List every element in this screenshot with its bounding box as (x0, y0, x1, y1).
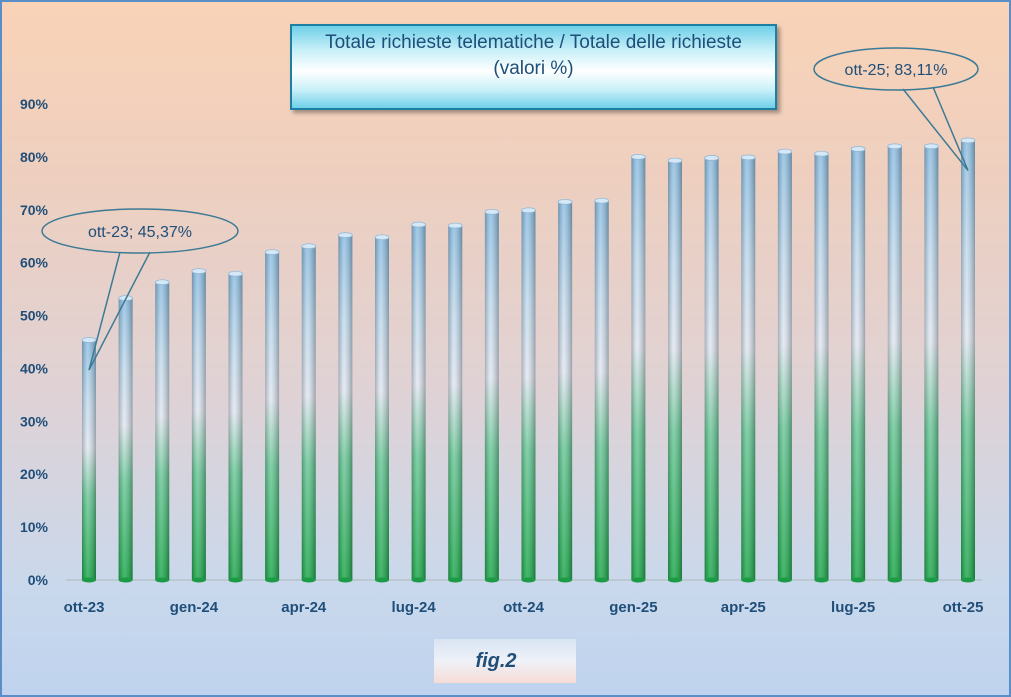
bar-feb-25 (667, 157, 683, 583)
x-tick-label: gen-25 (609, 599, 657, 616)
figure-label-box: fig.2 (434, 639, 576, 683)
x-tick-label: lug-25 (831, 599, 875, 616)
bar-lug-24 (411, 221, 427, 583)
bar-apr-24 (301, 243, 317, 583)
bar-ago-24 (447, 222, 463, 583)
bar-ott-24 (521, 207, 536, 583)
bar-dic-24 (594, 197, 610, 583)
bar-giu-24 (374, 234, 390, 583)
callout-label: ott-25; 83,11% (845, 62, 948, 79)
bar-feb-24 (228, 270, 243, 583)
y-tick-label: 30% (20, 413, 49, 429)
chart-title: Totale richieste telematiche / Totale de… (325, 32, 742, 53)
x-tick-label: ott-23 (64, 599, 105, 616)
chart-title-box: Totale richieste telematiche / Totale de… (290, 24, 777, 110)
y-tick-label: 40% (20, 360, 49, 376)
bar-mar-24 (264, 249, 280, 583)
x-tick-label: apr-24 (281, 599, 327, 616)
bar-ago-25 (887, 143, 903, 583)
bar-giu-25 (814, 150, 829, 583)
figure-label: fig.2 (475, 649, 517, 672)
bar-ott-23 (81, 337, 97, 583)
bar-mag-24 (337, 232, 353, 583)
bar-lug-25 (850, 146, 866, 583)
bar-gen-24 (191, 268, 207, 583)
x-tick-label: apr-25 (721, 599, 766, 616)
y-tick-label: 70% (20, 202, 49, 218)
y-tick-label: 60% (20, 255, 49, 271)
bar-ott-25 (960, 137, 976, 583)
x-tick-label: gen-24 (170, 599, 219, 616)
bar-nov-23 (118, 295, 134, 583)
x-tick-label: ott-25 (943, 599, 984, 616)
data-callout: ott-25; 83,11% (813, 47, 979, 171)
callout-label: ott-23; 45,37% (88, 224, 192, 241)
x-tick-label: lug-24 (392, 599, 437, 616)
y-tick-label: 10% (20, 519, 49, 535)
bar-set-25 (923, 143, 939, 583)
bar-mag-25 (777, 148, 793, 583)
bar-mar-25 (704, 155, 720, 583)
x-tick-label: ott-24 (503, 599, 544, 616)
y-tick-label: 20% (20, 466, 49, 482)
bar-apr-25 (740, 154, 756, 583)
y-tick-label: 50% (20, 308, 49, 324)
y-tick-label: 0% (28, 572, 49, 588)
bar-dic-23 (154, 279, 170, 583)
bar-gen-25 (630, 153, 646, 583)
chart-subtitle: (valori %) (493, 58, 574, 79)
bar-nov-24 (557, 198, 573, 583)
y-tick-label: 80% (20, 149, 49, 165)
bar-set-24 (484, 208, 500, 583)
data-callout: ott-23; 45,37% (41, 208, 239, 371)
y-tick-label: 90% (20, 96, 49, 112)
